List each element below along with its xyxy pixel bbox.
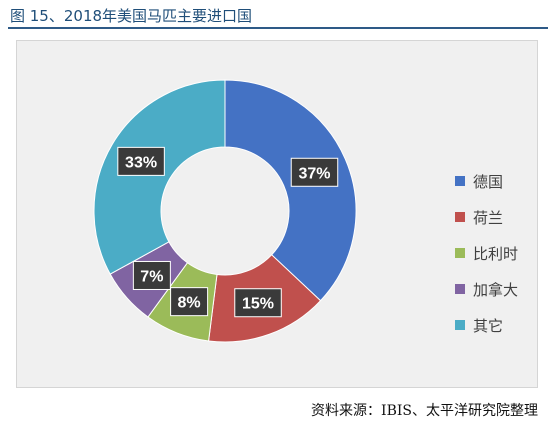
legend-swatch [455, 284, 465, 294]
legend-swatch [455, 248, 465, 258]
donut-chart: 37% 15% 8% 7% 33% [93, 79, 357, 343]
legend-item-1: 德国 [455, 163, 518, 199]
data-label-box [132, 260, 171, 290]
chart-panel: 37% 15% 8% 7% 33% 德国荷兰比利时加拿大其它 [16, 40, 538, 388]
title-divider [8, 27, 548, 29]
legend-label: 加拿大 [473, 280, 519, 299]
data-label-box [290, 157, 339, 187]
slice-5 [93, 79, 226, 275]
legend-label: 比利时 [473, 244, 519, 263]
legend-label: 德国 [473, 172, 504, 191]
legend-item-5: 其它 [455, 307, 518, 343]
data-label-text: 33% [125, 154, 157, 171]
data-label-text: 7% [140, 268, 163, 285]
figure-title: 图 15、2018年美国马匹主要进口国 [10, 7, 253, 25]
data-label-text: 15% [242, 296, 274, 313]
legend-label: 其它 [473, 316, 504, 335]
chart-legend: 德国荷兰比利时加拿大其它 [455, 163, 518, 343]
data-label-3: 8% [170, 287, 209, 317]
data-label-2: 15% [234, 288, 282, 318]
data-label-box [170, 287, 209, 317]
legend-item-4: 加拿大 [455, 271, 518, 307]
data-label-box [234, 288, 282, 318]
legend-swatch [455, 212, 465, 222]
data-label-box [117, 146, 165, 176]
data-label-text: 8% [178, 295, 201, 312]
data-label-5: 33% [117, 146, 165, 176]
legend-swatch [455, 176, 465, 186]
data-label-4: 7% [132, 260, 171, 290]
slice-1 [224, 79, 357, 302]
legend-item-3: 比利时 [455, 235, 518, 271]
data-label-1: 37% [290, 157, 339, 187]
legend-label: 荷兰 [473, 208, 504, 227]
source-note: 资料来源：IBIS、太平洋研究院整理 [311, 403, 538, 419]
legend-swatch [455, 320, 465, 330]
data-label-text: 37% [298, 165, 330, 182]
legend-item-2: 荷兰 [455, 199, 518, 235]
